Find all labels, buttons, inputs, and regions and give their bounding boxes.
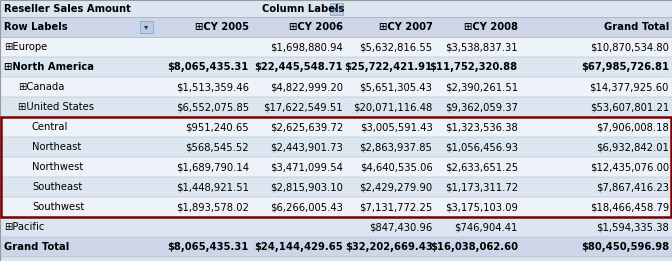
Text: $67,985,726.81: $67,985,726.81 (581, 62, 669, 72)
Bar (0, 57, 672, 77)
Text: $568,545.52: $568,545.52 (185, 142, 249, 152)
Bar (0, 0, 672, 17)
Text: $2,633,651.25: $2,633,651.25 (445, 162, 518, 172)
Bar (0, 237, 672, 257)
Bar (0, 197, 672, 217)
Text: $1,513,359.46: $1,513,359.46 (176, 82, 249, 92)
Text: $1,893,578.02: $1,893,578.02 (176, 202, 249, 212)
Text: $20,071,116.48: $20,071,116.48 (353, 102, 433, 112)
Text: ⊞CY 2008: ⊞CY 2008 (464, 22, 518, 32)
Text: Southwest: Southwest (32, 202, 84, 212)
Text: $14,377,925.60: $14,377,925.60 (589, 82, 669, 92)
Text: $16,038,062.60: $16,038,062.60 (430, 242, 518, 252)
Text: Column Labels: Column Labels (262, 3, 344, 14)
Text: $10,870,534.80: $10,870,534.80 (590, 42, 669, 52)
Bar (0, 137, 672, 157)
Text: $1,323,536.38: $1,323,536.38 (445, 122, 518, 132)
Text: $9,362,059.37: $9,362,059.37 (445, 102, 518, 112)
Text: $53,607,801.21: $53,607,801.21 (590, 102, 669, 112)
Bar (0, 177, 672, 197)
Bar (0, 117, 672, 137)
Bar (330, 3, 343, 15)
Text: ⊞Europe: ⊞Europe (4, 42, 47, 52)
Text: $22,445,548.71: $22,445,548.71 (255, 62, 343, 72)
Text: $1,173,311.72: $1,173,311.72 (445, 182, 518, 192)
Text: $2,625,639.72: $2,625,639.72 (270, 122, 343, 132)
Text: ⊞United States: ⊞United States (18, 102, 94, 112)
Text: $2,390,261.51: $2,390,261.51 (445, 82, 518, 92)
Text: $6,266,005.43: $6,266,005.43 (270, 202, 343, 212)
Text: Central: Central (32, 122, 69, 132)
Text: $3,471,099.54: $3,471,099.54 (270, 162, 343, 172)
Text: $2,443,901.73: $2,443,901.73 (270, 142, 343, 152)
Bar (0, 217, 672, 237)
Text: $3,538,837.31: $3,538,837.31 (445, 42, 518, 52)
Text: $80,450,596.98: $80,450,596.98 (581, 242, 669, 252)
Text: $1,594,335.38: $1,594,335.38 (596, 222, 669, 232)
Text: $6,932,842.01: $6,932,842.01 (596, 142, 669, 152)
Text: $2,429,279.90: $2,429,279.90 (360, 182, 433, 192)
Text: Reseller Sales Amount: Reseller Sales Amount (4, 3, 131, 14)
Text: ⊞CY 2005: ⊞CY 2005 (195, 22, 249, 32)
Text: $951,240.65: $951,240.65 (185, 122, 249, 132)
Text: Grand Total: Grand Total (4, 242, 69, 252)
Text: $4,822,999.20: $4,822,999.20 (270, 82, 343, 92)
Text: Northeast: Northeast (32, 142, 81, 152)
Bar (0, 17, 672, 37)
Text: $7,906,008.18: $7,906,008.18 (596, 122, 669, 132)
Text: Grand Total: Grand Total (603, 22, 669, 32)
Bar (0, 37, 672, 57)
Text: $32,202,669.43: $32,202,669.43 (345, 242, 433, 252)
Text: ⊞CY 2006: ⊞CY 2006 (289, 22, 343, 32)
Text: $746,904.41: $746,904.41 (454, 222, 518, 232)
Text: $25,722,421.91: $25,722,421.91 (344, 62, 433, 72)
Text: Southeast: Southeast (32, 182, 82, 192)
Text: $1,689,790.14: $1,689,790.14 (176, 162, 249, 172)
Bar (1, 117, 671, 217)
Text: $4,640,535.06: $4,640,535.06 (360, 162, 433, 172)
Text: $3,005,591.43: $3,005,591.43 (360, 122, 433, 132)
Text: $7,867,416.23: $7,867,416.23 (596, 182, 669, 192)
Text: $12,435,076.00: $12,435,076.00 (590, 162, 669, 172)
Text: $17,622,549.51: $17,622,549.51 (263, 102, 343, 112)
Text: Row Labels: Row Labels (4, 22, 68, 32)
Bar (0, 77, 672, 97)
Text: $3,175,103.09: $3,175,103.09 (445, 202, 518, 212)
Text: $2,815,903.10: $2,815,903.10 (270, 182, 343, 192)
Text: ▾: ▾ (144, 22, 149, 32)
Bar (140, 21, 153, 33)
Text: $8,065,435.31: $8,065,435.31 (167, 62, 249, 72)
Text: $847,430.96: $847,430.96 (369, 222, 433, 232)
Text: ⊞Pacific: ⊞Pacific (4, 222, 44, 232)
Text: $18,466,458.79: $18,466,458.79 (590, 202, 669, 212)
Bar (0, 97, 672, 117)
Bar (0, 157, 672, 177)
Text: $1,698,880.94: $1,698,880.94 (270, 42, 343, 52)
Text: ▾: ▾ (335, 4, 339, 14)
Text: $5,651,305.43: $5,651,305.43 (360, 82, 433, 92)
Text: $8,065,435.31: $8,065,435.31 (167, 242, 249, 252)
Text: $24,144,429.65: $24,144,429.65 (254, 242, 343, 252)
Text: ⊞CY 2007: ⊞CY 2007 (378, 22, 433, 32)
Text: Northwest: Northwest (32, 162, 83, 172)
Text: $11,752,320.88: $11,752,320.88 (429, 62, 518, 72)
Text: $1,056,456.93: $1,056,456.93 (445, 142, 518, 152)
Text: $6,552,075.85: $6,552,075.85 (176, 102, 249, 112)
Text: $1,448,921.51: $1,448,921.51 (176, 182, 249, 192)
Text: $2,863,937.85: $2,863,937.85 (360, 142, 433, 152)
Text: ⊞Canada: ⊞Canada (18, 82, 65, 92)
Text: $7,131,772.25: $7,131,772.25 (360, 202, 433, 212)
Text: $5,632,816.55: $5,632,816.55 (360, 42, 433, 52)
Text: ⊞North America: ⊞North America (4, 62, 94, 72)
